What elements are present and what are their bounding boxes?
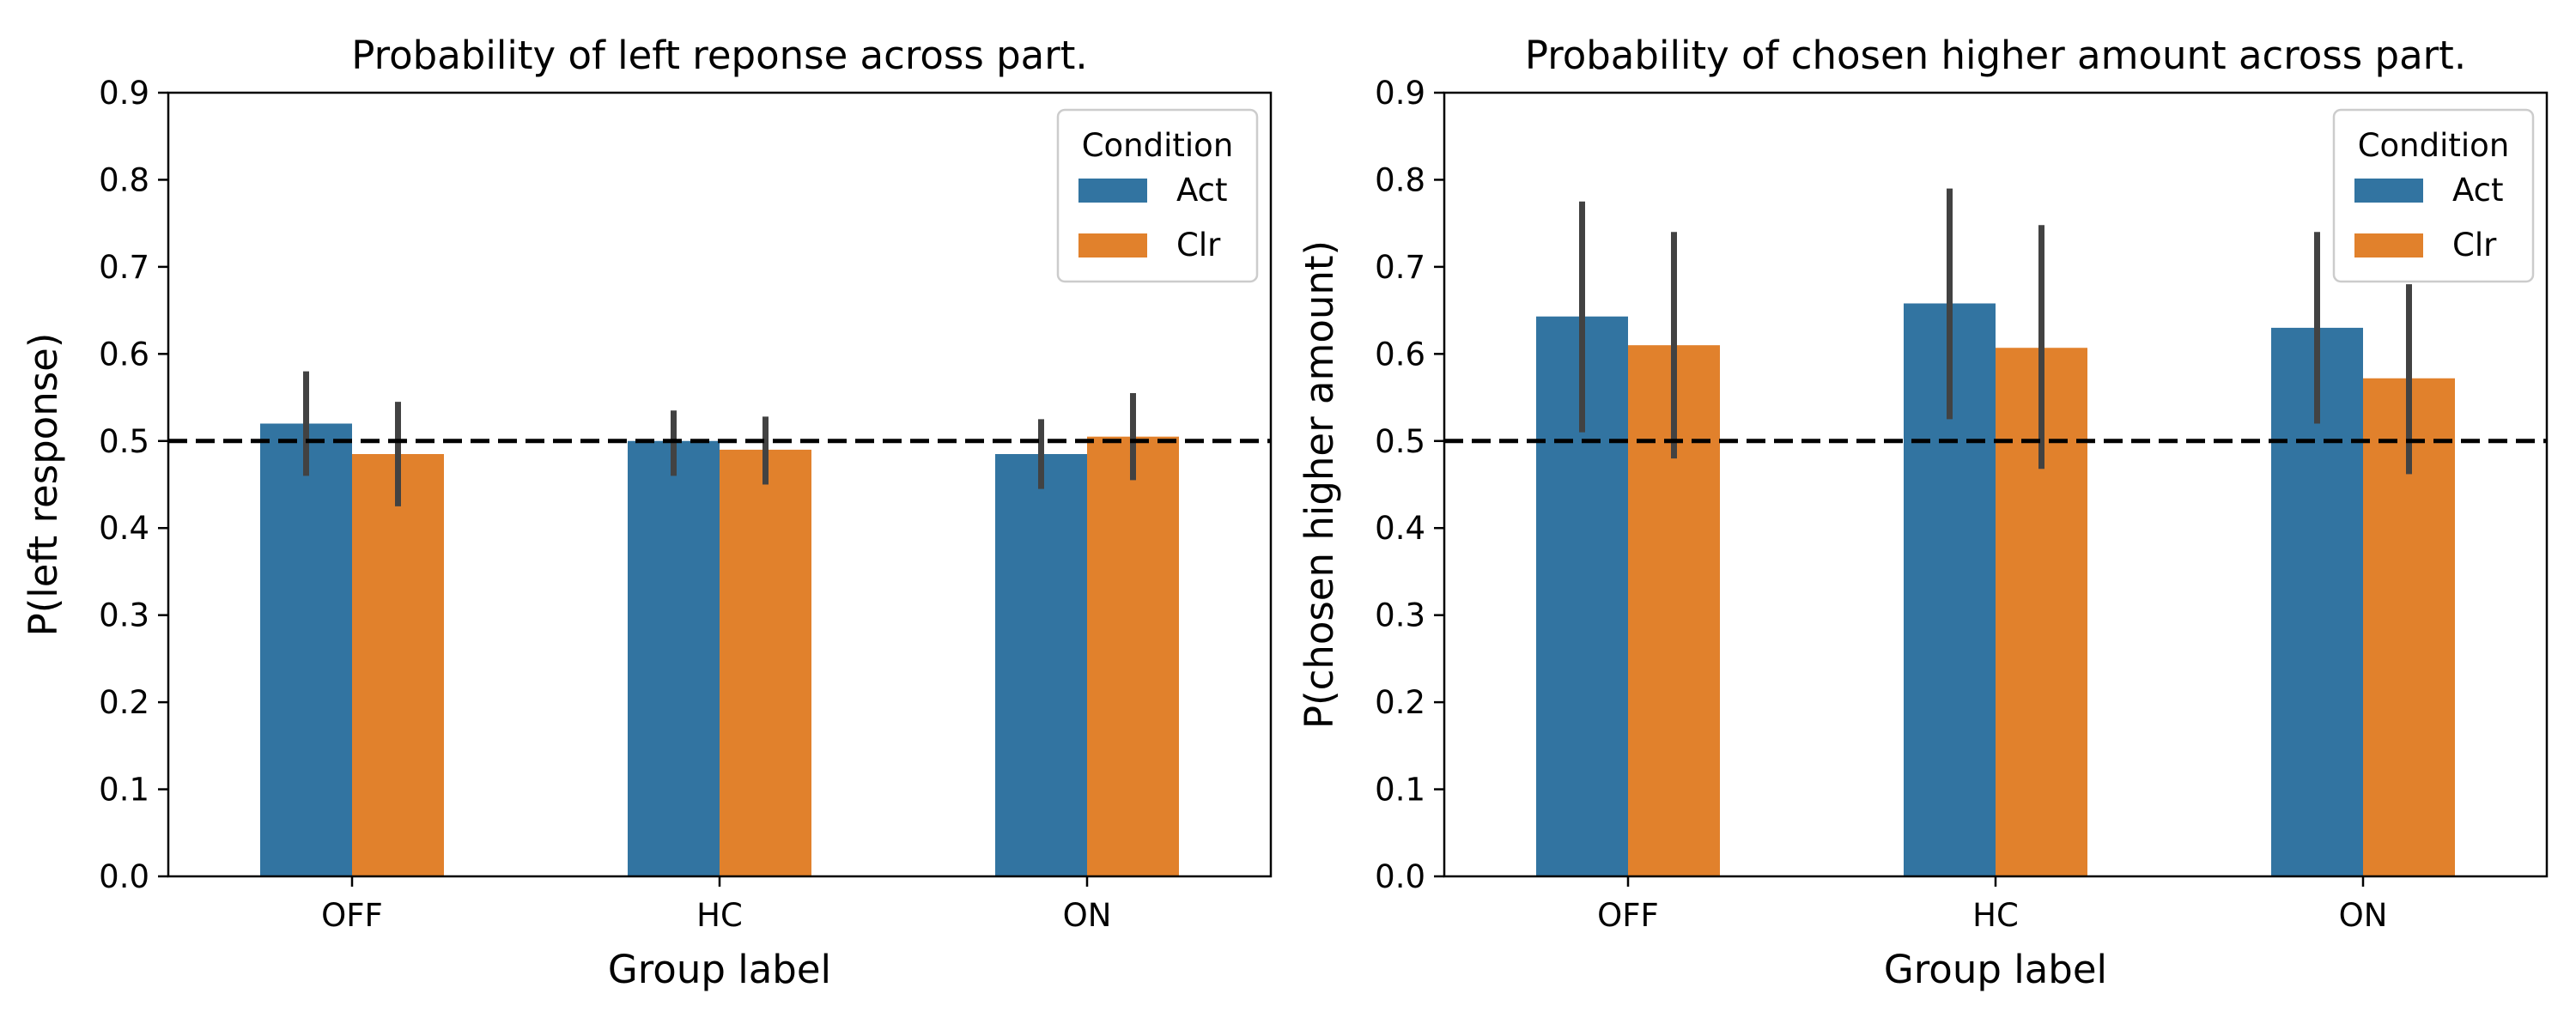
x-tick-label: HC: [1972, 897, 2019, 934]
y-tick-label: 0.0: [99, 858, 149, 895]
legend-title: Condition: [2358, 127, 2510, 164]
chart-title: Probability of left reponse across part.: [351, 33, 1087, 78]
higher-amount-chart: 0.0 0.1 0.2 0.3 0.4 0.5 0.6 0.7 0.8 0.9 OFF HC ON Pro…: [1297, 33, 2549, 992]
legend-swatch-clr: [1078, 233, 1147, 258]
x-axis-label: Group label: [608, 947, 831, 992]
bar-clr-hc: [720, 449, 811, 876]
y-tick-label: 0.6: [1375, 336, 1425, 373]
y-tick-label: 0.4: [99, 510, 149, 547]
y-axis-label: P(chosen higher amount): [1297, 240, 1342, 729]
legend-label-act: Act: [1176, 172, 1228, 209]
y-tick-label: 0.1: [1375, 772, 1425, 809]
y-tick-label: 0.5: [1375, 423, 1425, 460]
x-tick-label: OFF: [321, 897, 383, 934]
chart-title: Probability of chosen higher amount acro…: [1525, 33, 2466, 78]
left-response-chart: 0.0 0.1 0.2 0.3 0.4 0.5 0.6 0.7 0.8 0.9 OFF HC ON Pro…: [21, 33, 1273, 992]
y-tick-label: 0.5: [99, 423, 149, 460]
y-tick-label: 0.2: [99, 684, 149, 721]
y-tick-label: 0.0: [1375, 858, 1425, 895]
y-tick-label: 0.3: [1375, 597, 1425, 634]
legend: Condition Act Clr: [1056, 108, 1259, 283]
x-tick-label: ON: [2339, 897, 2388, 934]
legend-swatch-act: [1078, 179, 1147, 203]
y-axis-label: P(left response): [21, 333, 66, 637]
y-tick-label: 0.1: [99, 772, 149, 809]
x-tick-label: HC: [696, 897, 743, 934]
bar-clr-off: [352, 453, 444, 876]
bar-act-hc: [628, 440, 720, 876]
y-tick-label: 0.9: [1375, 75, 1425, 112]
y-tick-label: 0.8: [99, 161, 149, 198]
x-tick-label: OFF: [1597, 897, 1659, 934]
legend: Condition Act Clr: [2332, 108, 2535, 283]
y-tick-label: 0.4: [1375, 510, 1425, 547]
x-axis-label: Group label: [1884, 947, 2107, 992]
legend-label-act: Act: [2452, 172, 2504, 209]
x-tick-label: ON: [1063, 897, 1112, 934]
y-tick-label: 0.3: [99, 597, 149, 634]
bar-clr-on: [1087, 436, 1179, 876]
legend-swatch-act: [2354, 179, 2423, 203]
y-tick-label: 0.7: [1375, 249, 1425, 286]
y-tick-label: 0.7: [99, 249, 149, 286]
y-tick-label: 0.2: [1375, 684, 1425, 721]
legend-label-clr: Clr: [1176, 227, 1221, 264]
legend-title: Condition: [1082, 127, 1234, 164]
legend-label-clr: Clr: [2452, 227, 2497, 264]
y-tick-label: 0.8: [1375, 161, 1425, 198]
legend-swatch-clr: [2354, 233, 2423, 258]
bar-act-off: [260, 423, 352, 876]
y-tick-label: 0.6: [99, 336, 149, 373]
y-tick-label: 0.9: [99, 75, 149, 112]
bar-act-on: [995, 453, 1087, 876]
